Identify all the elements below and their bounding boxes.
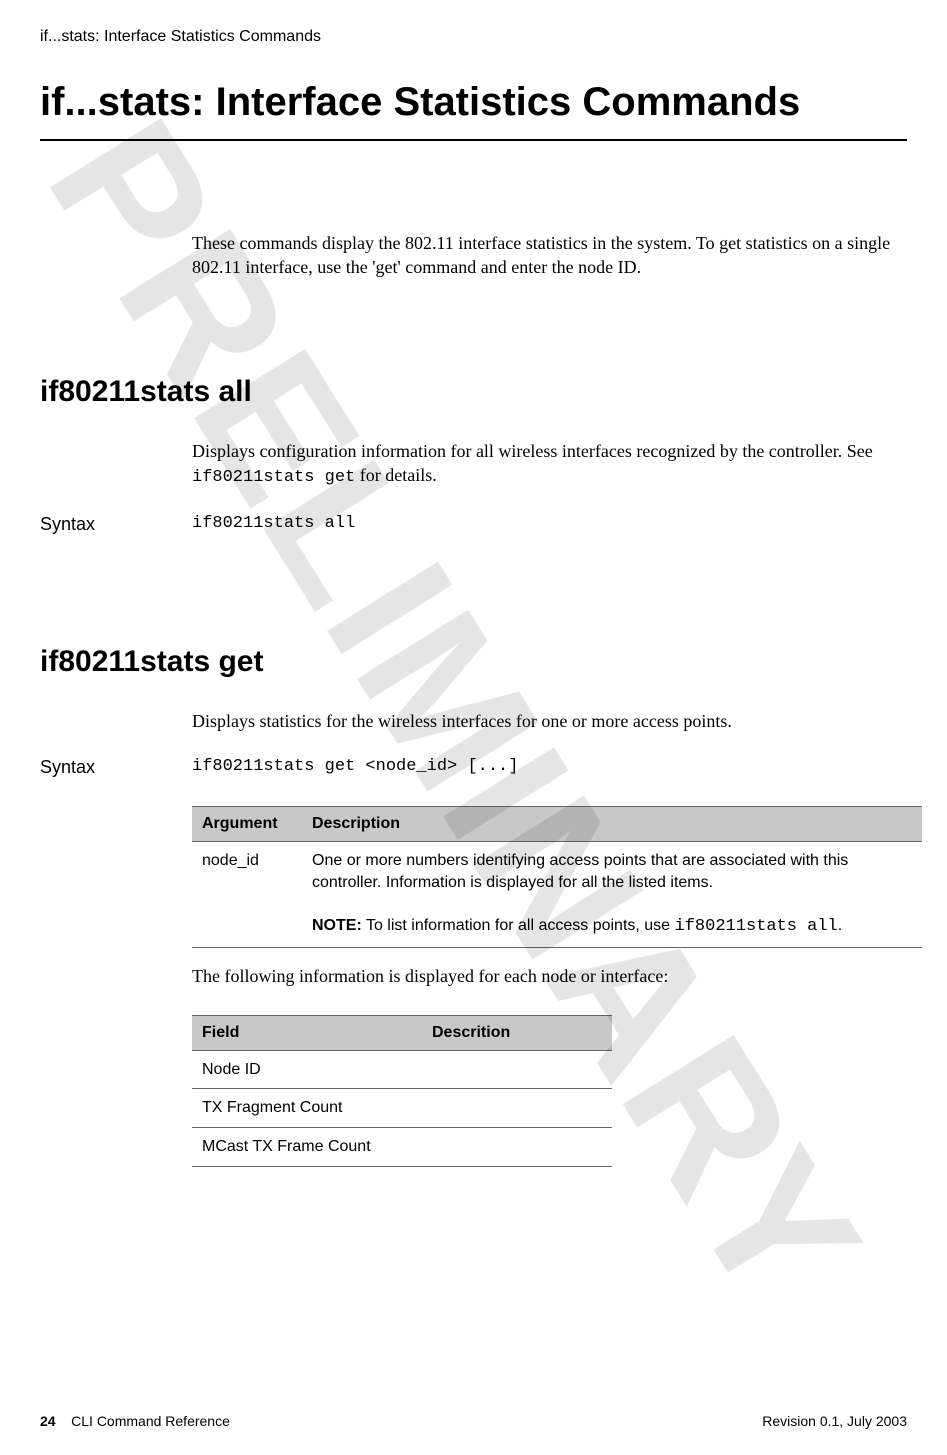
footer-left: 24 CLI Command Reference — [40, 1413, 230, 1429]
table-header-row: Field Descrition — [192, 1015, 612, 1050]
arg-header-argument: Argument — [192, 807, 302, 842]
table-header-row: Argument Description — [192, 807, 922, 842]
field-cell-desc — [422, 1050, 612, 1089]
table-row: node_id One or more numbers identifying … — [192, 842, 922, 948]
table-row: TX Fragment Count — [192, 1089, 612, 1128]
section-heading-all: if80211stats all — [40, 375, 907, 409]
arg-note-text2: , use — [635, 917, 674, 934]
section1-body-code: if80211stats get — [192, 468, 355, 487]
argument-table: Argument Description node_id One or more… — [192, 806, 922, 948]
field-header-description: Descrition — [422, 1015, 612, 1050]
arg-cell-description: One or more numbers identifying access p… — [302, 842, 922, 948]
title-rule — [40, 139, 907, 141]
syntax-label-1: Syntax — [40, 514, 192, 535]
page-title: if...stats: Interface Statistics Command… — [40, 80, 907, 125]
page-footer: 24 CLI Command Reference Revision 0.1, J… — [40, 1413, 907, 1429]
arg-note-end: . — [838, 917, 842, 934]
field-cell-name: TX Fragment Count — [192, 1089, 422, 1128]
table-row: Node ID — [192, 1050, 612, 1089]
arg-header-description: Description — [302, 807, 922, 842]
section2-body: Displays statistics for the wireless int… — [192, 709, 907, 733]
arg-note-code: if80211stats all — [675, 917, 838, 936]
syntax-value-1: if80211stats all — [192, 514, 355, 535]
after-table-text: The following information is displayed f… — [192, 966, 907, 987]
section-heading-get: if80211stats get — [40, 645, 907, 679]
section1-body-suffix: for details. — [355, 465, 436, 485]
running-header: if...stats: Interface Statistics Command… — [40, 28, 907, 46]
arg-desc-line1: One or more numbers identifying access p… — [312, 852, 848, 891]
footer-doc-title: CLI Command Reference — [71, 1413, 230, 1429]
arg-note-text: To list information for all — [362, 917, 539, 934]
arg-note-mid: access points — [538, 917, 635, 934]
syntax-label-2: Syntax — [40, 757, 192, 778]
arg-cell-argument: node_id — [192, 842, 302, 948]
field-table: Field Descrition Node ID TX Fragment Cou… — [192, 1015, 612, 1167]
syntax-value-2: if80211stats get <node_id> [...] — [192, 757, 518, 778]
field-header-field: Field — [192, 1015, 422, 1050]
footer-page-number: 24 — [40, 1413, 56, 1429]
field-cell-desc — [422, 1128, 612, 1167]
arg-note-label: NOTE: — [312, 917, 362, 934]
field-cell-desc — [422, 1089, 612, 1128]
section1-body-prefix: Displays configuration information for a… — [192, 441, 873, 461]
table-row: MCast TX Frame Count — [192, 1128, 612, 1167]
section1-body: Displays configuration information for a… — [192, 439, 907, 490]
field-cell-name: MCast TX Frame Count — [192, 1128, 422, 1167]
intro-paragraph: These commands display the 802.11 interf… — [192, 231, 907, 280]
footer-revision: Revision 0.1, July 2003 — [762, 1413, 907, 1429]
field-cell-name: Node ID — [192, 1050, 422, 1089]
